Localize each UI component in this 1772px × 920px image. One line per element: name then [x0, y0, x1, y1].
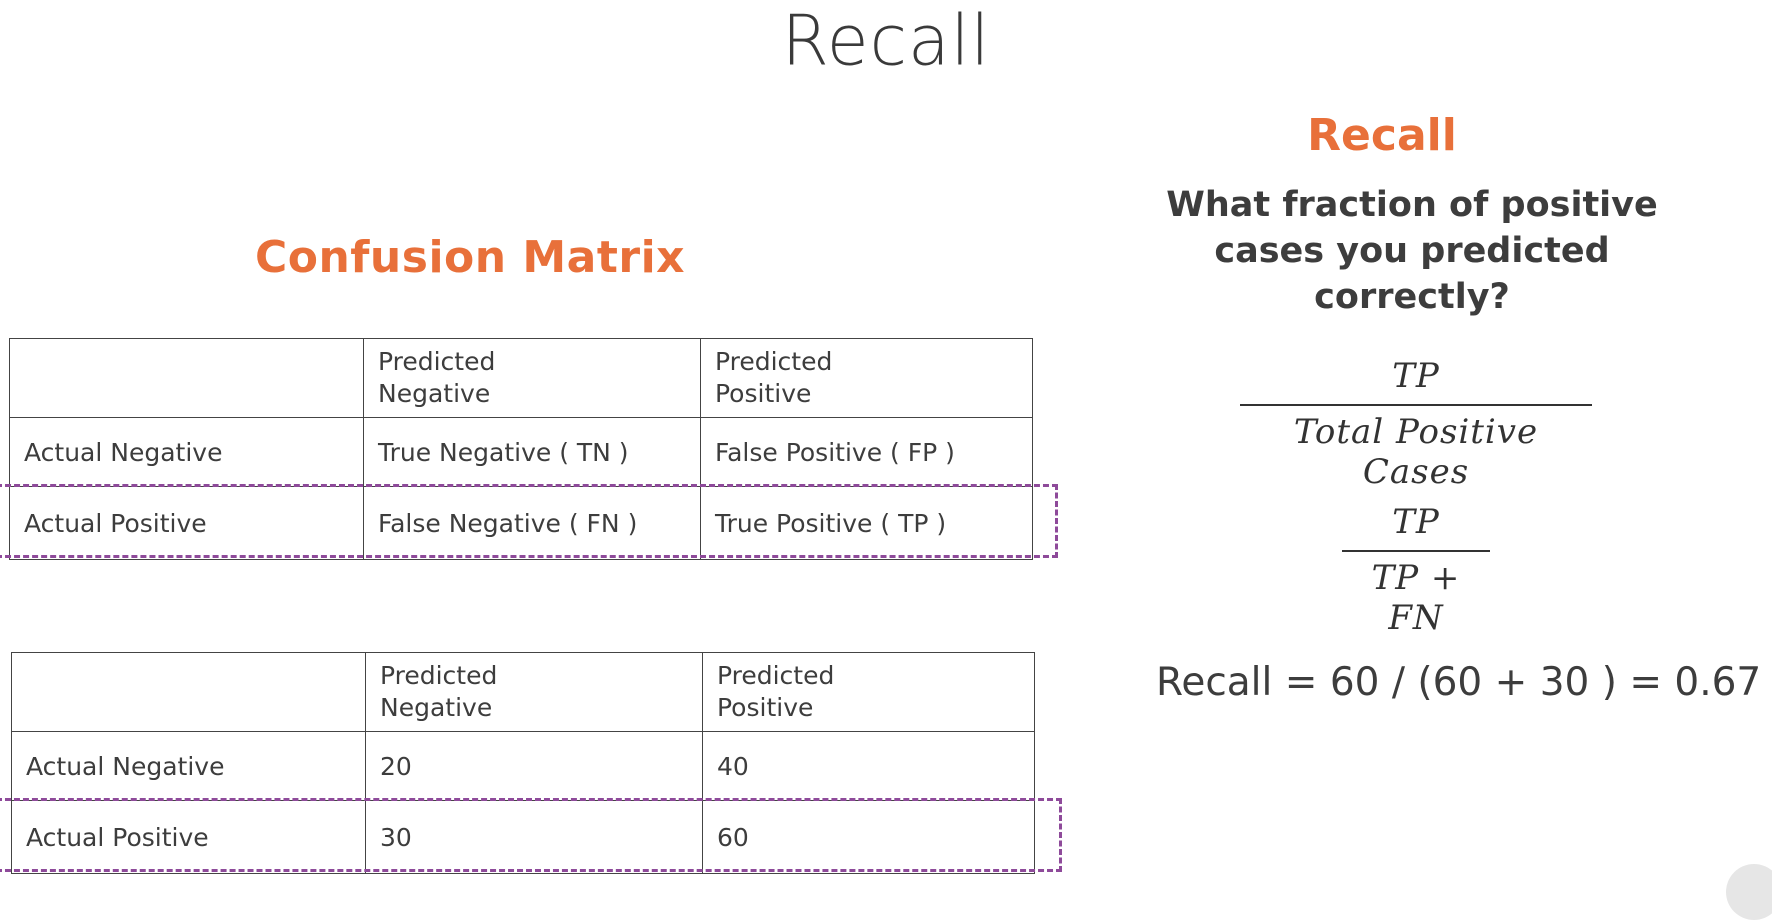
player-control-icon[interactable]	[1726, 864, 1772, 920]
table-row-actual-negative: Actual Negative True Negative ( TN ) Fal…	[9, 417, 1033, 487]
row-label-actual-negative: Actual Negative	[11, 731, 366, 801]
recall-heading: Recall	[1307, 110, 1457, 161]
header-label: Predicted Negative	[378, 347, 496, 408]
table-row-actual-positive: Actual Positive False Negative ( FN ) Tr…	[9, 486, 1033, 560]
cell-false-negative-value: 30	[365, 800, 703, 874]
table-header-row: Predicted Negative Predicted Positive	[11, 652, 1035, 732]
fraction-bar	[1240, 404, 1592, 406]
header-cell-predicted-positive: Predicted Positive	[700, 338, 1033, 418]
header-cell-predicted-negative: Predicted Negative	[365, 652, 703, 732]
row-label-actual-positive: Actual Positive	[11, 800, 366, 874]
formula-numerator: TP	[1392, 356, 1440, 396]
header-cell-predicted-positive: Predicted Positive	[702, 652, 1035, 732]
table-row-actual-negative: Actual Negative 20 40	[11, 731, 1035, 801]
table-header-row: Predicted Negative Predicted Positive	[9, 338, 1033, 418]
formula-tp-over-tp-plus-fn: TP TP + FN	[1342, 502, 1490, 638]
formula-tp-over-total-positive: TP Total Positive Cases	[1240, 356, 1592, 492]
fraction-bar	[1342, 550, 1490, 552]
cell-false-positive: False Positive ( FP )	[700, 417, 1033, 487]
recall-result: Recall = 60 / (60 + 30 ) = 0.67	[1156, 660, 1762, 705]
header-cell-empty	[9, 338, 364, 418]
cell-true-positive: True Positive ( TP )	[700, 486, 1033, 560]
recall-question: What fraction of positive cases you pred…	[1166, 185, 1658, 317]
header-cell-predicted-negative: Predicted Negative	[363, 338, 701, 418]
header-cell-empty	[11, 652, 366, 732]
confusion-matrix-heading: Confusion Matrix	[254, 232, 686, 283]
confusion-matrix-labeled-table: Predicted Negative Predicted Positive Actu…	[9, 338, 1033, 560]
header-label: Predicted Negative	[380, 661, 498, 722]
formula-denominator: TP + FN	[1371, 558, 1461, 638]
slide-title: Recall	[781, 1, 991, 82]
formula-numerator: TP	[1392, 502, 1440, 542]
table-row-actual-positive: Actual Positive 30 60	[11, 800, 1035, 874]
row-label-actual-positive: Actual Positive	[9, 486, 364, 560]
cell-true-positive-value: 60	[702, 800, 1035, 874]
cell-false-negative: False Negative ( FN )	[363, 486, 701, 560]
cell-true-negative-value: 20	[365, 731, 703, 801]
cell-false-positive-value: 40	[702, 731, 1035, 801]
confusion-matrix-values-table: Predicted Negative Predicted Positive Actu…	[11, 652, 1035, 874]
header-label: Predicted Positive	[717, 661, 835, 722]
header-label: Predicted Positive	[715, 347, 833, 408]
cell-true-negative: True Negative ( TN )	[363, 417, 701, 487]
formula-denominator: Total Positive Cases	[1293, 412, 1539, 492]
row-label-actual-negative: Actual Negative	[9, 417, 364, 487]
